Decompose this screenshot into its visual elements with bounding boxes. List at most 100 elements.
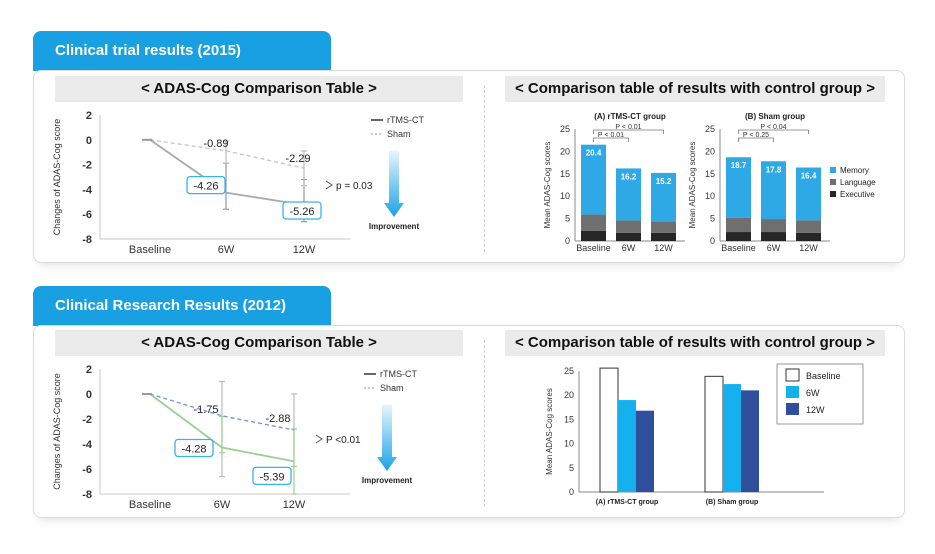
- bar-executive: [726, 232, 751, 241]
- y-tick-label: 25: [564, 366, 574, 376]
- y-axis-label: Changes of ADAS-Cog score: [52, 373, 62, 490]
- p-value-label: P <0.01: [326, 435, 361, 446]
- y-tick-label: -4: [82, 439, 93, 451]
- bar-total-label: 18.7: [731, 161, 747, 170]
- bar-language: [651, 221, 676, 233]
- x-tick-label: 12W: [283, 499, 306, 511]
- legend-label: Language: [840, 178, 876, 187]
- bar-executive: [796, 232, 821, 241]
- improvement-label: Improvement: [369, 222, 420, 231]
- legend-label: 12W: [806, 405, 825, 415]
- p-bracket-label: P < 0.25: [743, 132, 769, 139]
- bar-total-label: 15.2: [656, 177, 672, 186]
- y-tick-label: -8: [82, 234, 92, 246]
- y-tick-label: 5: [565, 214, 570, 224]
- p-bracket: [593, 129, 664, 134]
- legend-swatch: [786, 386, 799, 398]
- bar-chart-2015-sham: 25 20 15 10 5 0 Mean ADAS-Cog scores (B) Sham g…: [688, 112, 876, 253]
- p-value-bracket: [315, 434, 323, 444]
- improvement-arrow: [377, 405, 397, 471]
- rtms-ct-line: [149, 393, 295, 463]
- rtms-value-box: [252, 466, 292, 486]
- y-tick-label: 0: [710, 236, 715, 246]
- bar-12w: [741, 390, 759, 492]
- panel-2012: < ADAS-Cog Comparison Table > < Comparis…: [33, 325, 905, 518]
- x-tick-label: 12W: [293, 244, 316, 256]
- p-bracket: [593, 137, 629, 142]
- y-tick-label: -6: [82, 464, 92, 476]
- x-tick-label: 12W: [799, 243, 818, 253]
- y-tick-label: 10: [560, 191, 570, 201]
- legend-label: Memory: [840, 166, 869, 175]
- right-header-2015: < Comparison table of results with contr…: [505, 76, 885, 102]
- y-axis-label: Mean ADAS-Cog scores: [545, 388, 554, 475]
- legend-label: Executive: [840, 190, 875, 199]
- y-tick-label: 2: [86, 364, 92, 376]
- rtms-ct-line: [149, 139, 305, 206]
- chart-subtitle: (A) rTMS-CT group: [594, 112, 666, 121]
- y-tick-label: -6: [82, 209, 92, 221]
- bar-total-label: 20.4: [586, 149, 602, 158]
- bar-memory: [726, 157, 751, 218]
- legend-label: 6W: [806, 388, 820, 398]
- rtms-value-box: [174, 438, 214, 458]
- legend-sham-label: Sham: [387, 129, 411, 139]
- improvement-label: Improvement: [362, 476, 413, 485]
- x-tick-label: (A) rTMS-CT group: [596, 499, 659, 506]
- x-tick-label: 6W: [214, 499, 231, 511]
- x-tick-label: 12W: [654, 243, 673, 253]
- p-bracket: [738, 129, 809, 134]
- y-tick-label: 10: [705, 191, 715, 201]
- bar-chart-2015-rtms: 25 20 15 10 5 0 Mean ADAS-Cog scores (A) rTMS-C…: [543, 112, 685, 253]
- y-tick-label: 15: [705, 169, 715, 179]
- bar-executive: [616, 232, 641, 241]
- x-tick-label: 6W: [767, 243, 781, 253]
- legend-rtms-label: rTMS-CT: [380, 369, 417, 379]
- bar-chart-2012: 25 20 15 10 5 0 Mean ADAS-Cog scores (A) rTMS-C…: [545, 363, 864, 506]
- legend-sham-label: Sham: [380, 383, 404, 393]
- legend-swatch: [786, 403, 799, 415]
- bar-baseline: [704, 375, 724, 493]
- y-tick-label: 25: [705, 124, 715, 134]
- line-chart-2012: 2 0 -2 -4 -6 -8 Baseline 6W 12W Changes of ADAS-C…: [52, 364, 417, 511]
- sham-value-label: -2.88: [265, 413, 290, 425]
- bar-total-label: 17.8: [766, 165, 782, 174]
- p-value-bracket: [325, 180, 333, 190]
- y-tick-label: -2: [82, 414, 92, 426]
- y-tick-label: 5: [569, 463, 574, 473]
- y-tick-label: 0: [86, 135, 92, 147]
- panel-divider: [484, 340, 485, 507]
- bar-executive: [761, 232, 786, 241]
- legend-label: Baseline: [806, 371, 841, 381]
- x-tick-label: 6W: [622, 243, 636, 253]
- bar-baseline: [599, 367, 619, 493]
- x-tick-label: 6W: [218, 244, 235, 256]
- bar-memory: [581, 144, 606, 215]
- rtms-value-label: -4.26: [193, 181, 218, 193]
- bar-total-label: 16.2: [621, 172, 637, 181]
- legend-swatch: [785, 368, 800, 382]
- bar-language: [726, 217, 751, 233]
- bar-language: [761, 219, 786, 233]
- legend-swatch: [830, 191, 836, 197]
- x-tick-label: Baseline: [129, 244, 171, 256]
- bar-memory: [796, 167, 821, 221]
- x-tick-label: (B) Sham group: [706, 499, 759, 506]
- y-axis-label: Changes of ADAS-Cog score: [52, 119, 62, 236]
- rtms-value-label: -5.39: [259, 471, 284, 483]
- section-tab-2015: Clinical trial results (2015): [33, 31, 331, 71]
- left-header-2012: < ADAS-Cog Comparison Table >: [55, 330, 463, 356]
- bar-6w: [723, 384, 741, 492]
- y-tick-label: 20: [705, 146, 715, 156]
- y-tick-label: 0: [565, 236, 570, 246]
- section-tab-2012: Clinical Research Results (2012): [33, 286, 331, 326]
- bar-language: [616, 220, 641, 233]
- legend-rtms-label: rTMS-CT: [387, 115, 424, 125]
- y-tick-label: 0: [569, 487, 574, 497]
- p-bracket: [738, 137, 774, 142]
- sham-value-label: -1.75: [193, 404, 218, 416]
- bar-total-label: 16.4: [801, 172, 817, 181]
- legend-swatch: [830, 167, 836, 173]
- chart-subtitle: (B) Sham group: [745, 112, 805, 121]
- y-tick-label: 15: [564, 414, 574, 424]
